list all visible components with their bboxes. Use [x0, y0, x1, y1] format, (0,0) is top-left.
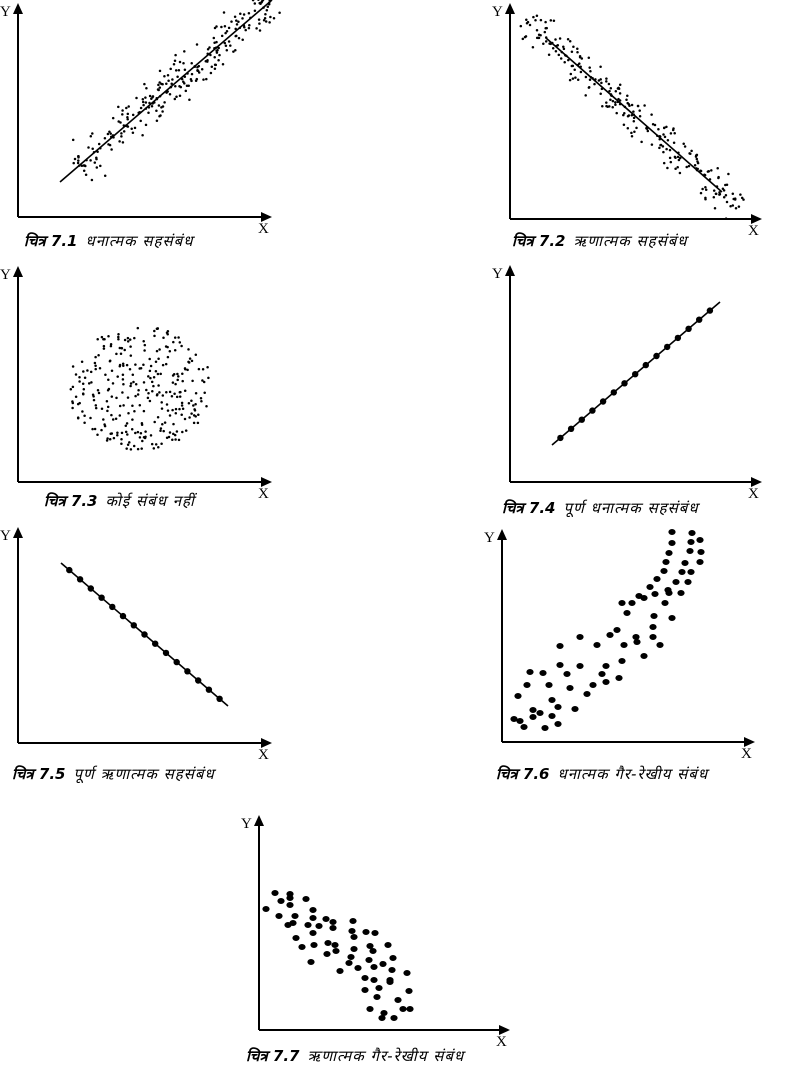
- x-axis-label: X: [748, 486, 759, 502]
- caption-text: धनात्मक सहसंबंध: [85, 232, 194, 250]
- scatter-plot-7-2: YX: [492, 3, 762, 239]
- caption-text: कोई संबंध नहीं: [105, 492, 195, 510]
- caption-number: चित्र 7.4: [502, 499, 556, 517]
- x-axis-arrow-icon: [751, 214, 762, 224]
- caption-fig-7-5: चित्र 7.5 पूर्ण ऋणात्मक सहसंबंध: [12, 765, 215, 783]
- x-axis-label: X: [496, 1034, 507, 1050]
- x-axis-label: X: [258, 747, 269, 763]
- y-axis-arrow-icon: [13, 266, 23, 277]
- caption-text: धनात्मक गैर-रेखीय संबंध: [557, 765, 709, 783]
- caption-number: चित्र 7.3: [44, 492, 98, 510]
- caption-fig-7-7: चित्र 7.7 ऋणात्मक गैर-रेखीय संबंध: [246, 1047, 464, 1065]
- y-axis-label: Y: [241, 816, 252, 832]
- caption-fig-7-6: चित्र 7.6 धनात्मक गैर-रेखीय संबंध: [496, 765, 708, 783]
- y-axis-arrow-icon: [497, 529, 507, 540]
- y-axis-arrow-icon: [254, 815, 264, 826]
- x-axis-arrow-icon: [744, 737, 755, 747]
- x-axis-label: X: [258, 221, 269, 237]
- caption-fig-7-2: चित्र 7.2 ऋणात्मक सहसंबंध: [512, 232, 688, 250]
- caption-number: चित्र 7.2: [512, 232, 566, 250]
- y-axis-arrow-icon: [505, 3, 515, 14]
- scatter-plot-7-1: YX: [0, 0, 281, 237]
- caption-text: ऋणात्मक गैर-रेखीय संबंध: [307, 1047, 465, 1065]
- caption-number: चित्र 7.1: [24, 232, 78, 250]
- caption-fig-7-4: चित्र 7.4 पूर्ण धनात्मक सहसंबंध: [502, 499, 699, 517]
- y-axis-label: Y: [492, 266, 503, 282]
- scatter-plot-7-7: YX: [241, 815, 510, 1050]
- caption-number: चित्र 7.6: [496, 765, 550, 783]
- caption-text: पूर्ण ऋणात्मक सहसंबंध: [73, 765, 215, 783]
- trend-line: [59, 0, 273, 183]
- data-points: [510, 528, 705, 732]
- scatter-plot-7-4: YX: [492, 265, 762, 502]
- x-axis-label: X: [258, 486, 269, 502]
- caption-text: ऋणात्मक सहसंबंध: [573, 232, 688, 250]
- y-axis-label: Y: [484, 530, 495, 546]
- data-points: [262, 889, 414, 1022]
- x-axis-arrow-icon: [751, 477, 762, 487]
- caption-fig-7-1: चित्र 7.1 धनात्मक सहसंबंध: [24, 232, 193, 250]
- y-axis-arrow-icon: [13, 527, 23, 538]
- scatter-plot-7-6: YX: [484, 528, 755, 762]
- y-axis-label: Y: [0, 528, 11, 544]
- trend-line: [551, 301, 721, 446]
- caption-text: पूर्ण धनात्मक सहसंबंध: [563, 499, 699, 517]
- data-points: [71, 0, 281, 182]
- data-points: [69, 326, 210, 451]
- scatter-plot-7-3: YX: [0, 266, 272, 502]
- y-axis-label: Y: [492, 4, 503, 20]
- x-axis-label: X: [748, 223, 759, 239]
- trend-line: [545, 37, 723, 193]
- y-axis-arrow-icon: [13, 3, 23, 14]
- y-axis-arrow-icon: [505, 265, 515, 276]
- caption-number: चित्र 7.7: [246, 1047, 300, 1065]
- scatter-plot-7-5: YX: [0, 527, 272, 763]
- x-axis-arrow-icon: [261, 738, 272, 748]
- y-axis-label: Y: [0, 267, 11, 283]
- caption-fig-7-3: चित्र 7.3 कोई संबंध नहीं: [44, 492, 195, 510]
- y-axis-label: Y: [0, 4, 11, 20]
- x-axis-arrow-icon: [499, 1025, 510, 1035]
- x-axis-arrow-icon: [261, 477, 272, 487]
- x-axis-arrow-icon: [261, 212, 272, 222]
- trend-line: [60, 562, 229, 707]
- caption-number: चित्र 7.5: [12, 765, 66, 783]
- x-axis-label: X: [741, 746, 752, 762]
